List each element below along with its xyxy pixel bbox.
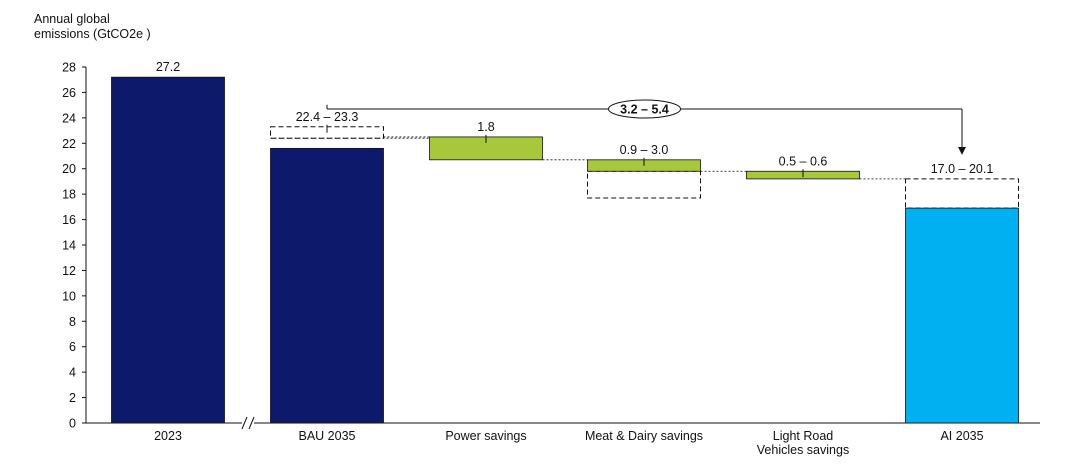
axis-break-mark: [248, 416, 255, 430]
y-axis-label: Annual global emissions (GtCO2e ): [34, 12, 151, 41]
y-tick-label: 4: [69, 366, 76, 380]
category-label: Vehicles savings: [757, 443, 849, 457]
annotation-label: 3.2 – 5.4: [620, 103, 669, 117]
y-tick-label: 22: [62, 137, 76, 151]
y-tick-label: 12: [62, 264, 76, 278]
axis-break-mark: [241, 416, 248, 430]
axis-break-gap: [242, 418, 254, 428]
category-label: BAU 2035: [299, 429, 356, 443]
data-label: 1.8: [477, 120, 494, 134]
category-label: Light Road: [773, 429, 834, 443]
category-label: Meat & Dairy savings: [585, 429, 703, 443]
y-tick-label: 8: [69, 315, 76, 329]
y-tick-label: 24: [62, 111, 76, 125]
data-label: 17.0 – 20.1: [931, 162, 994, 176]
y-tick-label: 0: [69, 417, 76, 431]
y-tick-label: 10: [62, 289, 76, 303]
annotation-ellipse: [608, 99, 681, 119]
data-label: 27.2: [156, 60, 180, 74]
data-label: 0.9 – 3.0: [620, 143, 669, 157]
range-box: [587, 170, 701, 199]
y-tick-label: 14: [62, 239, 76, 253]
y-tick-label: 16: [62, 213, 76, 227]
bar: [905, 207, 1019, 424]
y-tick-label: 20: [62, 162, 76, 176]
category-label: 2023: [154, 429, 182, 443]
bar: [111, 76, 225, 424]
y-tick-label: 18: [62, 188, 76, 202]
y-tick-label: 28: [62, 61, 76, 75]
range-box: [905, 178, 1019, 209]
bar: [270, 147, 384, 424]
data-label: 0.5 – 0.6: [779, 154, 828, 168]
data-label: 22.4 – 23.3: [296, 110, 359, 124]
y-tick-label: 2: [69, 391, 76, 405]
y-tick-label: 26: [62, 86, 76, 100]
y-tick-label: 6: [69, 340, 76, 354]
category-label: Power savings: [445, 429, 526, 443]
category-label: AI 2035: [940, 429, 983, 443]
